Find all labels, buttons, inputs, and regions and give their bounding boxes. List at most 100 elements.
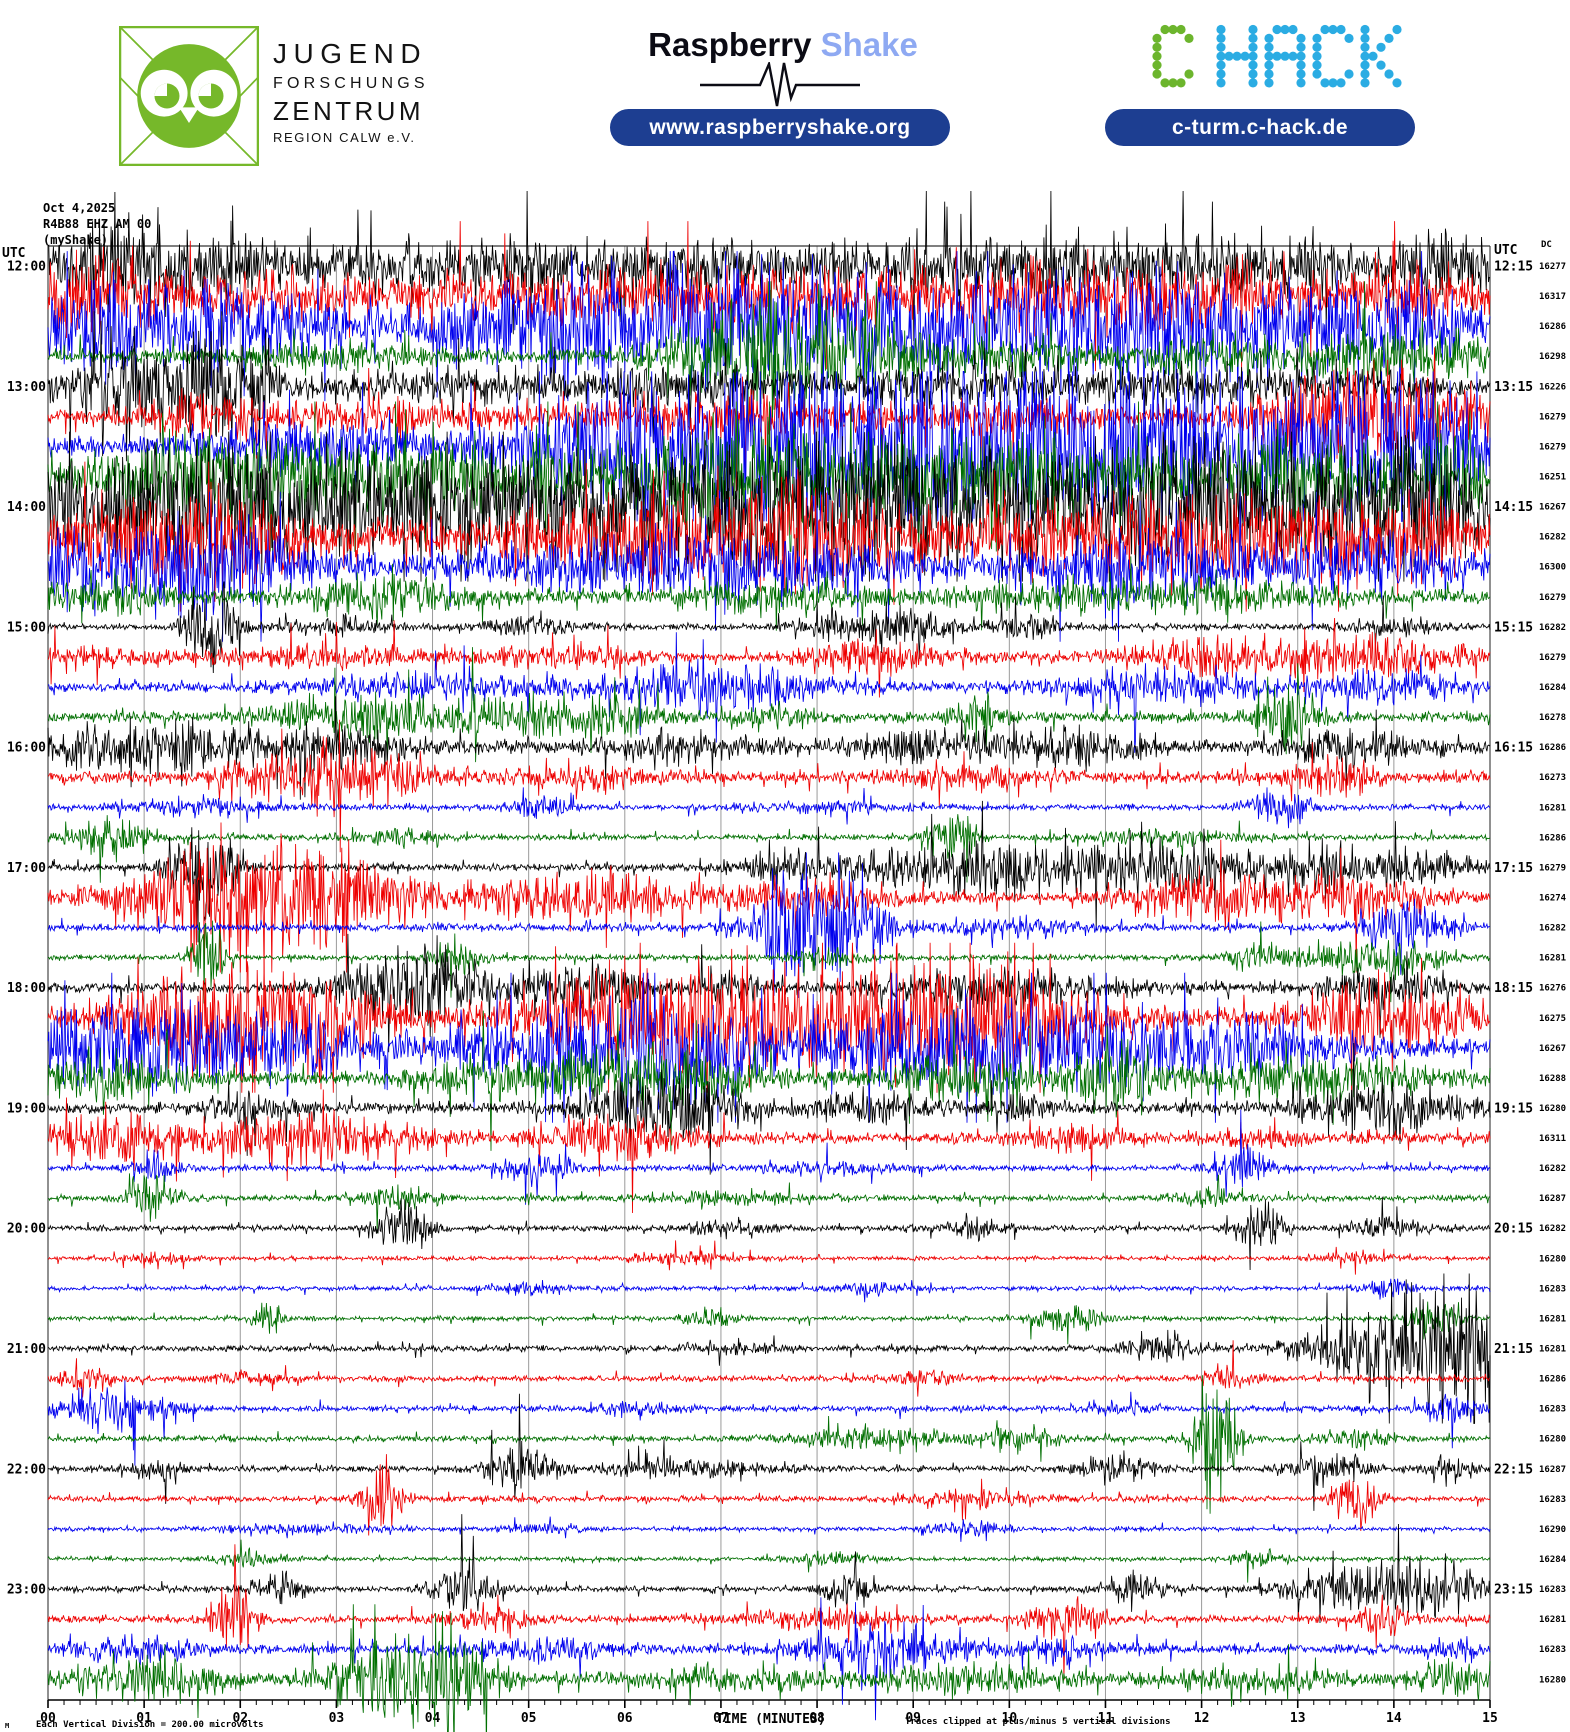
dc-column-header: DC [1541, 240, 1552, 250]
seismo-trace [47, 1109, 1491, 1205]
chack-dot [1280, 51, 1290, 61]
seismo-trace [47, 1278, 1491, 1303]
chack-dot [1320, 24, 1330, 35]
x-tick-label: 07 [713, 1711, 729, 1726]
chack-dot [1152, 60, 1162, 70]
chack-dot [1360, 33, 1370, 43]
chack-dot [1320, 78, 1330, 88]
dc-offset-value: 16278 [1539, 713, 1566, 723]
corner-mark: M [5, 1722, 10, 1730]
chack-dot [1184, 69, 1194, 79]
seismo-trace [47, 1273, 1491, 1424]
seismo-trace [47, 556, 1491, 631]
chack-dot [1248, 78, 1258, 88]
chack-dot [1328, 24, 1338, 35]
chack-dot [1392, 78, 1402, 88]
chack-dot [1312, 69, 1322, 79]
chack-dot [1216, 69, 1226, 79]
chack-dot [1264, 33, 1274, 43]
plot-date: Oct 4,2025 [43, 201, 116, 215]
dc-offset-value: 16311 [1539, 1134, 1566, 1144]
seismo-trace [47, 617, 1491, 698]
dc-offset-value: 16282 [1539, 533, 1566, 543]
dc-offset-value: 16317 [1539, 292, 1566, 302]
dc-offset-value: 16283 [1539, 1645, 1566, 1655]
dc-offset-value: 16281 [1539, 1345, 1566, 1355]
dc-offset-value: 16283 [1539, 1284, 1566, 1294]
dc-offset-value: 16281 [1539, 1314, 1566, 1324]
dc-offset-value: 16276 [1539, 984, 1566, 994]
jfz-line-4: REGION CALW e.V. [273, 130, 416, 145]
chack-dot [1272, 24, 1282, 35]
chack-dot [1360, 24, 1370, 35]
dc-offset-value: 16283 [1539, 1405, 1566, 1415]
chack-dot [1264, 78, 1274, 88]
seismo-trace [47, 814, 1491, 883]
chack-dot [1344, 33, 1354, 43]
right-hour-label: 21:15 [1494, 1342, 1533, 1357]
seismo-trace [47, 1173, 1491, 1234]
chack-dot [1264, 51, 1274, 61]
chack-dot [1376, 60, 1386, 70]
chack-dot [1368, 51, 1378, 61]
chack-dot [1216, 60, 1226, 70]
chack-dot [1184, 33, 1194, 43]
dc-offset-value: 16280 [1539, 1104, 1566, 1114]
chack-dot [1216, 78, 1226, 88]
seismo-trace [47, 972, 1491, 1123]
left-hour-label: 12:00 [7, 260, 46, 275]
station-info: Oct 4,2025 R4B88 EHZ AM 00 (myShake) [43, 200, 151, 248]
seismo-trace [47, 1042, 1491, 1175]
left-hour-label: 14:00 [7, 500, 46, 515]
dc-offset-value: 16300 [1539, 563, 1566, 573]
seismo-trace [47, 1340, 1490, 1398]
left-hour-label: 19:00 [7, 1101, 46, 1116]
dc-offset-value: 16273 [1539, 773, 1566, 783]
right-hour-label: 15:15 [1494, 620, 1533, 635]
chack-dot [1296, 78, 1306, 88]
chack-dot [1360, 42, 1370, 52]
seismo-trace [47, 1539, 1491, 1583]
dc-offset-value: 16282 [1539, 623, 1566, 633]
seismo-trace [47, 1002, 1491, 1152]
chack-dot [1328, 78, 1338, 88]
seismo-trace [47, 311, 1491, 462]
owl-icon [118, 25, 260, 167]
right-hour-label: 13:15 [1494, 380, 1533, 395]
x-tick-label: 11 [1098, 1711, 1114, 1726]
dc-offset-value: 16280 [1539, 1435, 1566, 1445]
jfz-line-2: FORSCHUNGS [273, 75, 429, 92]
dc-offset-value: 16283 [1539, 1585, 1566, 1595]
seismo-trace [47, 491, 1491, 642]
seismo-trace [47, 822, 1491, 973]
raspberryshake-link-button[interactable]: www.raspberryshake.org [610, 109, 950, 146]
xaxis-title: TIME (MINUTES) [716, 1712, 826, 1727]
x-tick-label: 00 [40, 1711, 56, 1726]
chack-dot [1384, 69, 1394, 79]
x-tick-label: 04 [425, 1711, 441, 1726]
chack-dot [1312, 33, 1322, 43]
clip-note: Traces clipped at plus/minus 5 vertical … [905, 1717, 1171, 1727]
x-tick-label: 14 [1386, 1711, 1402, 1726]
chack-dot [1216, 51, 1226, 61]
seismo-trace [47, 800, 1491, 943]
chack-dot [1360, 51, 1370, 61]
seismic-squiggle-icon [700, 62, 860, 107]
chack-link-button[interactable]: c-turm.c-hack.de [1105, 109, 1415, 146]
dc-offset-value: 16281 [1539, 1615, 1566, 1625]
chack-dot [1152, 33, 1162, 43]
chack-dot [1216, 24, 1226, 35]
dc-offset-value: 16282 [1539, 924, 1566, 934]
chack-dot [1176, 24, 1186, 35]
seismo-trace [47, 1089, 1491, 1214]
right-hour-label: 23:15 [1494, 1583, 1533, 1598]
dc-offset-value: 16267 [1539, 1044, 1566, 1054]
dc-offset-value: 16279 [1539, 593, 1566, 603]
dc-offset-value: 16281 [1539, 954, 1566, 964]
chack-dot [1160, 24, 1170, 35]
left-hour-label: 23:00 [7, 1583, 46, 1598]
dc-offset-value: 16280 [1539, 1675, 1566, 1685]
x-tick-label: 15 [1482, 1711, 1498, 1726]
x-tick-label: 02 [232, 1711, 248, 1726]
left-hour-label: 21:00 [7, 1342, 46, 1357]
